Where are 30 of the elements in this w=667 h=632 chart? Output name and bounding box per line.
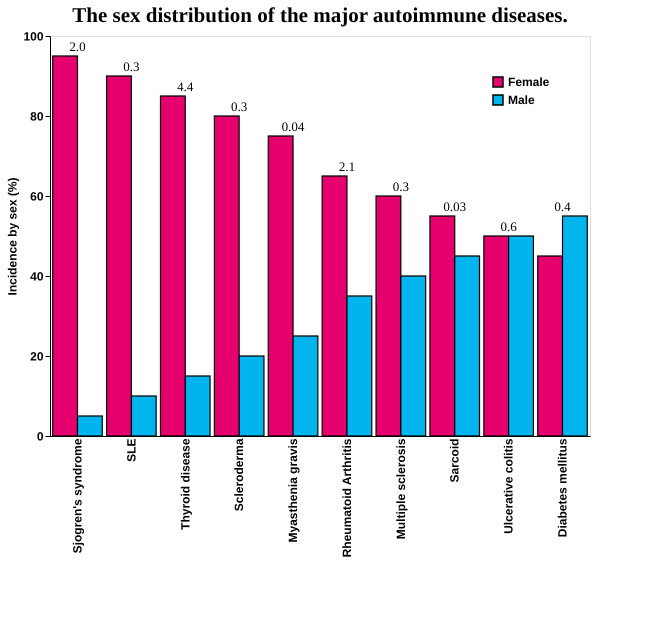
y-tick-label: 20 [30, 350, 44, 364]
x-tick-label: Ulcerative colitis [502, 438, 516, 534]
annotation: 4.4 [177, 79, 194, 94]
y-tick-label: 40 [30, 270, 44, 284]
y-tick-label: 60 [30, 190, 44, 204]
x-tick-label: Sarcoid [448, 438, 462, 483]
y-tick-label: 80 [30, 110, 44, 124]
annotation: 0.3 [123, 59, 140, 74]
annotation: 0.3 [231, 99, 248, 114]
x-tick-label: SLE [124, 438, 138, 462]
y-tick-label: 100 [23, 30, 44, 44]
annotation: 2.0 [69, 39, 86, 54]
legend-label: Female [508, 75, 550, 89]
annotation: 0.3 [392, 179, 409, 194]
x-tick-label: Rheumatoid Arthritis [340, 438, 354, 558]
annotation: 0.04 [282, 119, 305, 134]
legend-label: Male [508, 93, 536, 107]
annotation: 0.6 [500, 219, 518, 234]
x-tick-label: Thyroid disease [178, 438, 192, 530]
x-tick-label: Sjogren's syndrome [70, 438, 84, 554]
x-tick-label: Scleroderma [232, 438, 246, 512]
y-tick-label: 0 [36, 430, 44, 444]
annotation: 2.1 [338, 159, 356, 174]
annotation: 0.03 [443, 199, 466, 214]
y-axis-title: Incidence by sex (%) [5, 177, 20, 296]
x-tick-label: Myasthenia gravis [286, 438, 300, 543]
annotation: 0.4 [554, 199, 572, 214]
x-tick-label: Diabetes mellitus [556, 438, 570, 538]
x-tick-label: Multiple sclerosis [394, 438, 408, 540]
chart-title: The sex distribution of the major autoimmune diseases. [72, 3, 568, 27]
